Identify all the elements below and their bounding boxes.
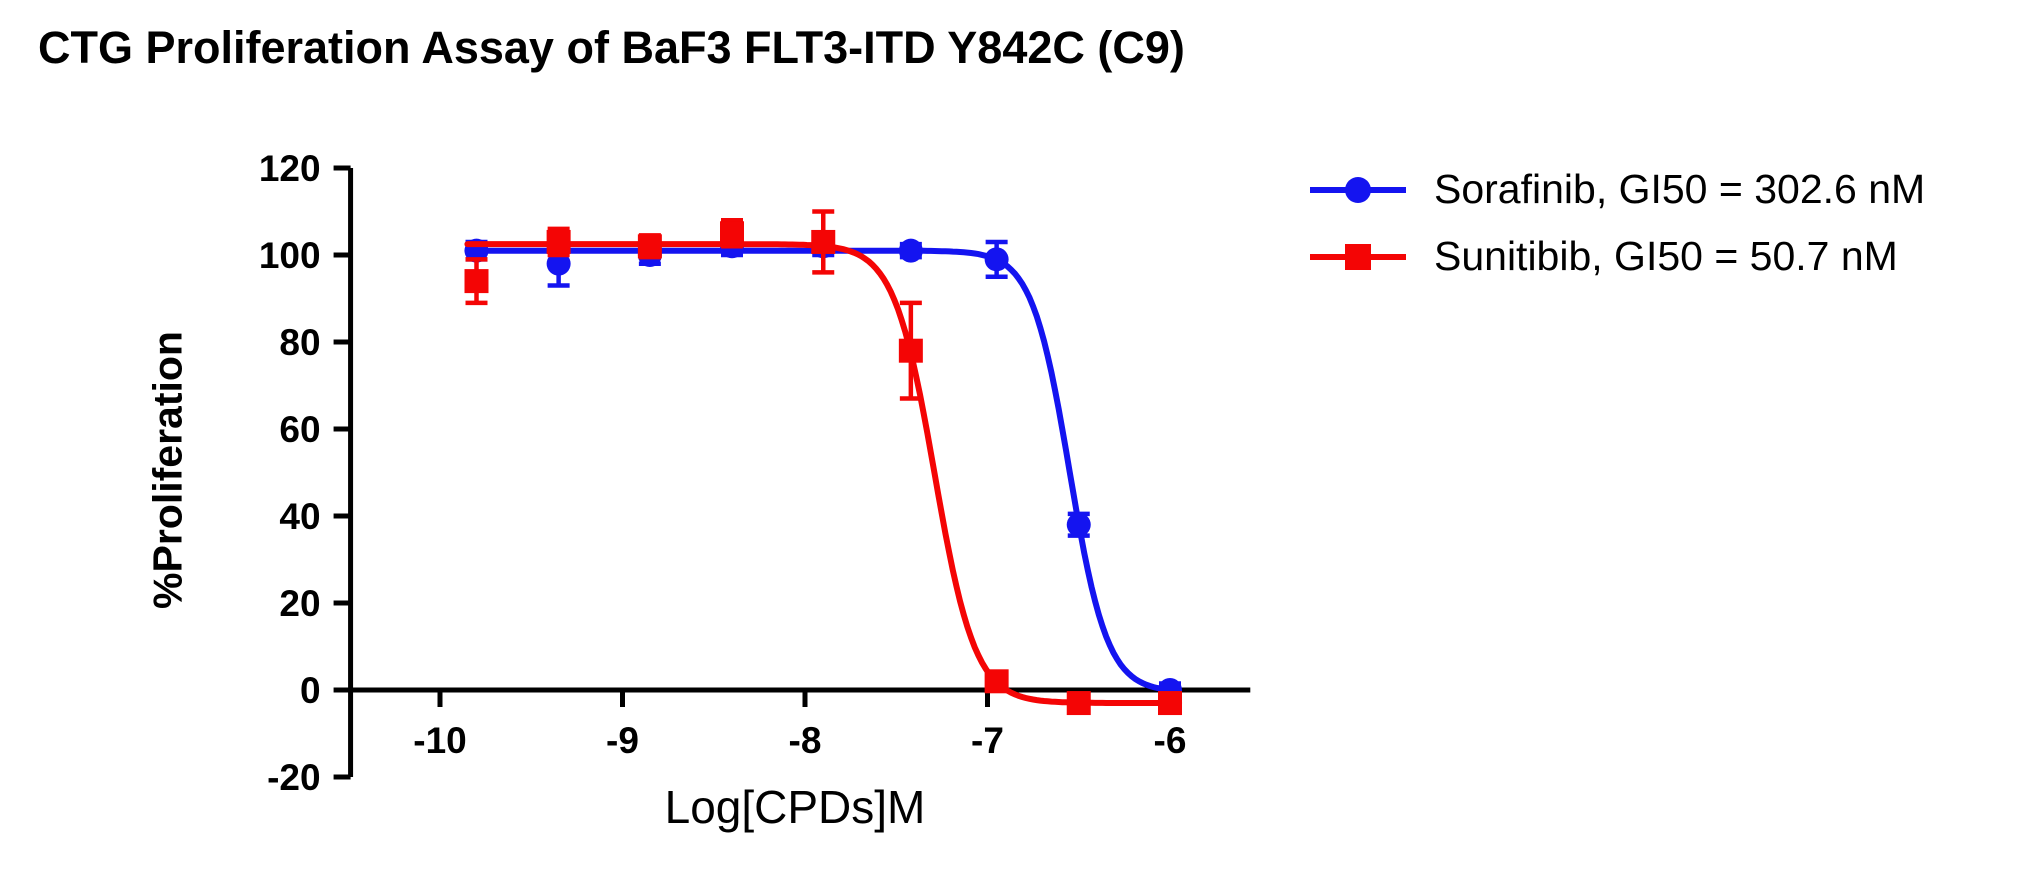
legend-marker-circle-icon <box>1310 176 1406 203</box>
data-point <box>984 247 1009 272</box>
data-point <box>811 229 836 254</box>
y-tick-label: 40 <box>279 496 320 537</box>
y-tick-label: 100 <box>259 235 321 276</box>
legend: Sorafinib, GI50 = 302.6 nM Sunitibib, GI… <box>1308 166 1925 280</box>
data-point <box>984 669 1009 694</box>
series-sorafinib <box>464 234 1183 702</box>
y-axis-label: %Proliferation <box>144 331 191 609</box>
data-point <box>546 229 571 254</box>
x-tick-label: -6 <box>1154 720 1187 761</box>
data-point <box>1066 691 1091 716</box>
x-tick-label: -9 <box>606 720 639 761</box>
x-tick-label: -7 <box>971 720 1004 761</box>
data-point <box>898 338 923 363</box>
legend-item-sunitibib: Sunitibib, GI50 = 50.7 nM <box>1308 233 1925 280</box>
y-tick-label: 60 <box>279 409 320 450</box>
x-tick-label: -10 <box>413 720 466 761</box>
x-tick-label: -8 <box>789 720 822 761</box>
fit-curve <box>464 247 1183 694</box>
legend-item-sorafinib: Sorafinib, GI50 = 302.6 nM <box>1308 166 1925 213</box>
data-point <box>546 251 571 276</box>
legend-label-sunitibib: Sunitibib, GI50 = 50.7 nM <box>1434 233 1898 279</box>
chart-title: CTG Proliferation Assay of BaF3 FLT3-ITD… <box>38 22 1185 73</box>
data-point <box>464 269 489 294</box>
legend-marker-square-icon <box>1310 243 1406 270</box>
x-axis-label: Log[CPDs]M <box>664 781 926 833</box>
y-tick-label: -20 <box>267 757 320 798</box>
y-tick-label: 80 <box>279 322 320 363</box>
data-point <box>898 238 923 263</box>
y-tick-label: 20 <box>279 583 320 624</box>
data-point <box>637 234 662 259</box>
data-point <box>1158 691 1182 716</box>
data-point <box>720 221 744 246</box>
data-point <box>1066 512 1091 537</box>
series-sunitibib <box>464 209 1183 716</box>
y-tick-label: 0 <box>300 670 321 711</box>
y-tick-label: 120 <box>259 148 321 189</box>
legend-label-sorafinib: Sorafinib, GI50 = 302.6 nM <box>1434 166 1926 212</box>
